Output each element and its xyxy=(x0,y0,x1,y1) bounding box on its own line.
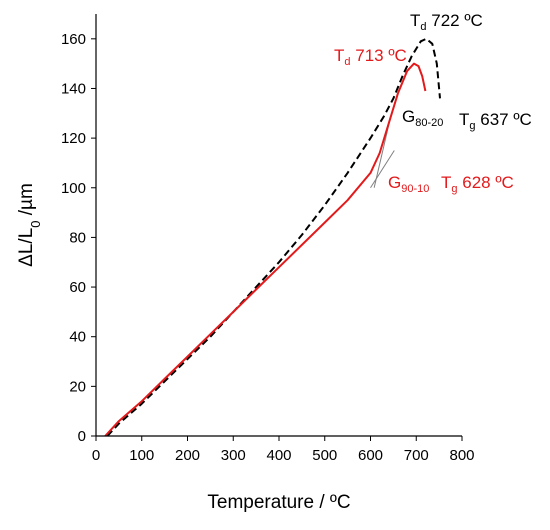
annotation-main: G xyxy=(402,107,415,126)
annotation-main: T xyxy=(441,173,451,192)
y-axis-title-main: ΔL/L xyxy=(16,228,37,267)
x-tick-label: 300 xyxy=(221,447,246,464)
x-tick-label: 700 xyxy=(404,447,429,464)
y-axis-title-unit: /µm xyxy=(16,183,37,220)
annotation-sub: d xyxy=(344,56,350,68)
annotation-sub: g xyxy=(451,183,457,195)
annotation-rest: 628 ºC xyxy=(458,173,514,192)
annotation-rest: 637 ºC xyxy=(476,110,532,129)
plot-curves xyxy=(104,37,441,437)
y-tick-label: 60 xyxy=(69,279,86,296)
series-line-dashed xyxy=(106,37,441,437)
y-tick-label: 100 xyxy=(61,180,86,197)
y-tick-label: 0 xyxy=(78,428,86,445)
annotation-td-red: Td 713 ºC xyxy=(334,46,407,68)
annotation-main: G xyxy=(388,173,401,192)
x-tick-label: 0 xyxy=(92,447,100,464)
y-axis-title: ΔL/L0 /µm xyxy=(16,183,43,267)
annotation-main: T xyxy=(334,46,344,65)
y-tick-label: 80 xyxy=(69,229,86,246)
y-tick-label: 120 xyxy=(61,130,86,147)
x-tick-label: 500 xyxy=(312,447,337,464)
annotation-sub: g xyxy=(469,120,475,132)
annotation-sub: d xyxy=(420,21,426,33)
annotation-g-dashed: G80-20 xyxy=(402,107,443,129)
annotation-rest: 722 ºC xyxy=(427,11,483,30)
axis-ticks: 0 100 200 300 400 500 600 700 800 0 20 40 60 80 100 120… xyxy=(61,31,475,464)
x-tick-label: 100 xyxy=(129,447,154,464)
annotation-rest: 713 ºC xyxy=(351,46,407,65)
tangent-line xyxy=(370,150,395,189)
x-tick-label: 600 xyxy=(358,447,383,464)
annotation-main: T xyxy=(459,110,469,129)
x-axis-title: Temperature / ºC xyxy=(207,492,350,513)
annotation-td-dashed: Td 722 ºC xyxy=(410,11,483,33)
annotation-tg-dashed: Tg 637 ºC xyxy=(459,110,532,132)
annotation-sub: 90-10 xyxy=(401,183,429,195)
y-axis-title-sub: 0 xyxy=(28,221,43,228)
series-line-red xyxy=(104,62,427,437)
y-tick-label: 140 xyxy=(61,80,86,97)
x-tick-label: 200 xyxy=(175,447,200,464)
y-tick-label: 160 xyxy=(61,31,86,48)
y-tick-label: 40 xyxy=(69,329,86,346)
annotation-sub: 80-20 xyxy=(415,117,443,129)
y-tick-label: 20 xyxy=(69,378,86,395)
x-tick-label: 800 xyxy=(449,447,474,464)
annotation-main: T xyxy=(410,11,420,30)
x-tick-label: 400 xyxy=(266,447,291,464)
annotation-g-red: G90-10 xyxy=(388,173,429,195)
annotation-tg-red: Tg 628 ºC xyxy=(441,173,514,195)
